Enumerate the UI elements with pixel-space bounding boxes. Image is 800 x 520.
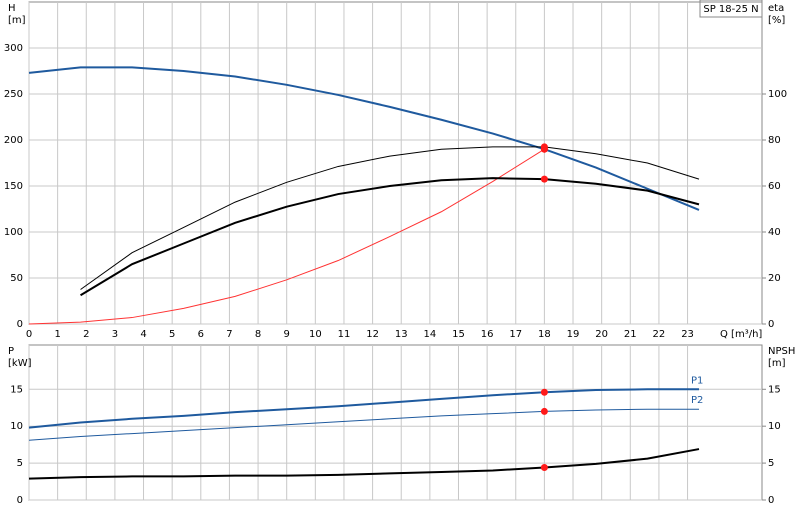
y-tick-label: 0 [17,495,23,506]
curve [80,177,700,297]
curve [80,146,700,290]
x-tick-label: 11 [338,329,351,340]
y2-tick-label: 15 [768,384,781,395]
y-tick-label: 150 [4,181,23,192]
series-label: P2 [691,395,703,406]
x-tick-label: 22 [653,329,666,340]
y-tick-label: 50 [10,273,23,284]
x-tick-label: 16 [481,329,494,340]
x-tick-label: 20 [595,329,608,340]
x-tick-label: 15 [452,329,465,340]
y-tick-label: 300 [4,43,23,54]
y2-axis-label: [%] [768,15,785,26]
y2-tick-label: 100 [768,89,787,100]
y-tick-label: 15 [10,384,23,395]
y2-tick-label: 40 [768,227,781,238]
y-axis-label: [kW] [8,358,32,369]
y-tick-label: 250 [4,89,23,100]
y2-tick-label: 80 [768,135,781,146]
x-tick-label: 18 [538,329,551,340]
curve [28,66,700,211]
plot-frame [28,1,763,325]
x-tick-label: 2 [83,329,89,340]
curve [28,388,700,429]
y2-tick-label: 0 [768,319,774,330]
x-tick-label: 13 [395,329,408,340]
x-tick-label: 8 [255,329,261,340]
y-axis-label: H [8,3,16,14]
duty-point [540,464,548,472]
y-tick-label: 5 [17,458,23,469]
x-tick-label: 1 [54,329,60,340]
y-axis-label: [m] [8,15,26,26]
x-tick-label: 17 [509,329,522,340]
y2-axis-label: NPSH [768,346,795,357]
y-tick-label: 0 [17,319,23,330]
curve [28,148,545,325]
y-tick-label: 200 [4,135,23,146]
x-tick-label: 5 [169,329,175,340]
x-tick-label: 6 [198,329,204,340]
y2-tick-label: 60 [768,181,781,192]
y2-axis-label: [m] [768,358,786,369]
y-tick-label: 10 [10,421,23,432]
y-axis-label: P [8,346,14,357]
y2-tick-label: 20 [768,273,781,284]
x-tick-label: 10 [309,329,322,340]
x-tick-label: 12 [366,329,379,340]
x-axis-label: Q [m³/h] [720,329,762,340]
y-tick-label: 100 [4,227,23,238]
annotation: SP 18-25 N [703,4,758,15]
duty-point [540,143,548,151]
y2-axis-label: eta [768,3,784,14]
x-tick-label: 9 [284,329,290,340]
duty-point [540,407,548,415]
x-tick-label: 23 [681,329,694,340]
series-label: P1 [691,375,703,386]
x-tick-label: 0 [26,329,32,340]
duty-point [540,175,548,183]
curve [28,408,700,441]
y2-tick-label: 10 [768,421,781,432]
curve [28,448,700,480]
y2-tick-label: 5 [768,458,774,469]
x-tick-label: 21 [624,329,637,340]
x-tick-label: 4 [140,329,146,340]
x-tick-label: 7 [226,329,232,340]
x-tick-label: 3 [112,329,118,340]
duty-point [540,388,548,396]
y2-tick-label: 0 [768,495,774,506]
x-tick-label: 19 [567,329,580,340]
x-tick-label: 14 [423,329,436,340]
